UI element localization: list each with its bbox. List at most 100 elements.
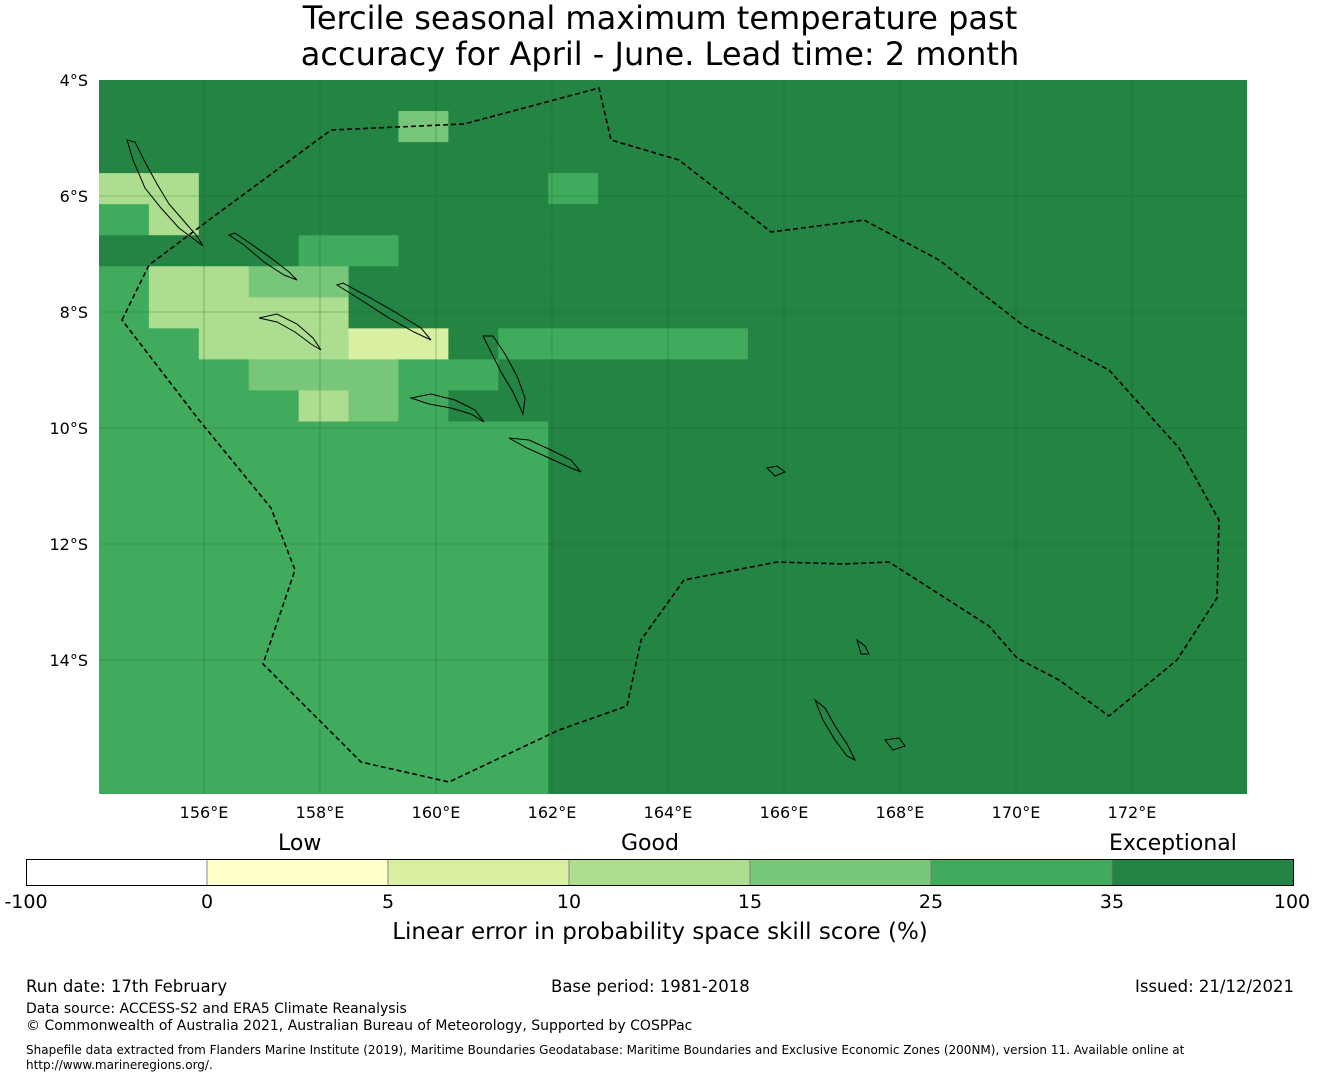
skill-cell xyxy=(747,762,799,794)
skill-cell xyxy=(947,576,999,609)
skill-cell xyxy=(1197,731,1247,764)
skill-cell xyxy=(947,359,999,392)
santa-cruz-islands xyxy=(765,465,787,477)
skill-cell xyxy=(598,390,649,423)
copyright: © Commonwealth of Australia 2021, Austra… xyxy=(26,1018,693,1034)
skill-cell xyxy=(747,111,799,143)
skill-cell xyxy=(99,669,150,702)
skill-cell xyxy=(148,204,200,236)
skill-cell xyxy=(847,235,899,267)
skill-cell xyxy=(348,80,400,112)
skill-cell xyxy=(598,80,649,112)
skill-cell xyxy=(148,390,200,423)
lon-label-168e: 168°E xyxy=(875,803,925,822)
skill-cell xyxy=(947,421,999,454)
lon-label-156e: 156°E xyxy=(179,803,229,822)
skill-cell xyxy=(398,576,449,609)
skill-cell xyxy=(697,731,749,764)
skill-cell xyxy=(398,607,449,640)
skill-cell xyxy=(198,545,250,578)
skill-cell xyxy=(1047,700,1098,733)
skill-cell xyxy=(797,576,849,609)
skill-cell xyxy=(298,607,350,640)
skill-cell xyxy=(448,638,499,671)
skill-cell xyxy=(198,173,250,205)
lon-label-172e: 172°E xyxy=(1107,803,1157,822)
skill-cell xyxy=(1097,173,1148,205)
skill-cell xyxy=(1097,607,1148,640)
skill-cell xyxy=(847,359,899,392)
skill-cell xyxy=(148,545,200,578)
skill-cell xyxy=(847,638,899,671)
skill-cell xyxy=(498,204,549,236)
skill-cell xyxy=(448,297,499,329)
skill-cell xyxy=(1197,297,1247,329)
skill-cell xyxy=(448,514,499,547)
skill-cell xyxy=(847,390,899,423)
skill-cell xyxy=(847,607,899,640)
shapefile-credit-line-2: http://www.marineregions.org/. xyxy=(26,1058,213,1072)
skill-cell xyxy=(99,111,150,143)
skill-cell xyxy=(148,576,200,609)
skill-cell xyxy=(997,173,1048,205)
skill-cell xyxy=(947,235,999,267)
skill-cell xyxy=(747,297,799,329)
skill-cell xyxy=(697,452,749,485)
skill-cell xyxy=(897,669,949,702)
skill-cell xyxy=(99,297,150,329)
skill-cell xyxy=(1097,359,1148,392)
skill-cell xyxy=(997,111,1048,143)
skill-cell xyxy=(598,235,649,267)
skill-cell xyxy=(348,669,400,702)
skill-cell xyxy=(997,204,1048,236)
skill-cell xyxy=(797,638,849,671)
skill-cell xyxy=(1047,576,1098,609)
skill-cell xyxy=(947,297,999,329)
skill-cell xyxy=(348,731,400,764)
skill-cell xyxy=(947,669,999,702)
skill-cell xyxy=(548,669,599,702)
skill-cell xyxy=(747,80,799,112)
skill-cell xyxy=(1147,731,1198,764)
skill-cell xyxy=(947,80,999,112)
skill-cell xyxy=(348,452,400,485)
skill-cell xyxy=(148,297,200,329)
skill-cell xyxy=(598,483,649,516)
skill-cell xyxy=(797,173,849,205)
skill-cell xyxy=(747,638,799,671)
colorbar-tick: 5 xyxy=(381,891,395,913)
skill-cell xyxy=(947,111,999,143)
skill-cell xyxy=(747,576,799,609)
skill-cell xyxy=(897,266,949,298)
skill-cell xyxy=(797,80,849,112)
skill-cell xyxy=(398,700,449,733)
skill-cell xyxy=(148,669,200,702)
skill-cell xyxy=(498,669,549,702)
skill-cell xyxy=(248,545,300,578)
skill-cell xyxy=(1097,700,1148,733)
skill-cell xyxy=(697,638,749,671)
map-gridlines xyxy=(99,80,1247,794)
skill-cell xyxy=(1197,638,1247,671)
skill-cell xyxy=(348,514,400,547)
skill-cell xyxy=(947,390,999,423)
skill-cell xyxy=(248,514,300,547)
skill-cell xyxy=(897,700,949,733)
skill-cell xyxy=(1147,514,1198,547)
skill-cell xyxy=(697,700,749,733)
skill-cell xyxy=(1047,297,1098,329)
skill-cell xyxy=(997,483,1048,516)
skill-cell xyxy=(598,638,649,671)
skill-cell xyxy=(598,607,649,640)
skill-cell xyxy=(997,328,1048,360)
skill-cell xyxy=(198,483,250,516)
skill-cell xyxy=(598,204,649,236)
skill-cell xyxy=(548,545,599,578)
skill-cell xyxy=(598,421,649,454)
skill-cell xyxy=(997,700,1048,733)
skill-cell xyxy=(298,731,350,764)
guadalcanal-island xyxy=(409,393,485,423)
skill-cell xyxy=(148,607,200,640)
skill-cell xyxy=(548,421,599,454)
skill-cell xyxy=(298,576,350,609)
